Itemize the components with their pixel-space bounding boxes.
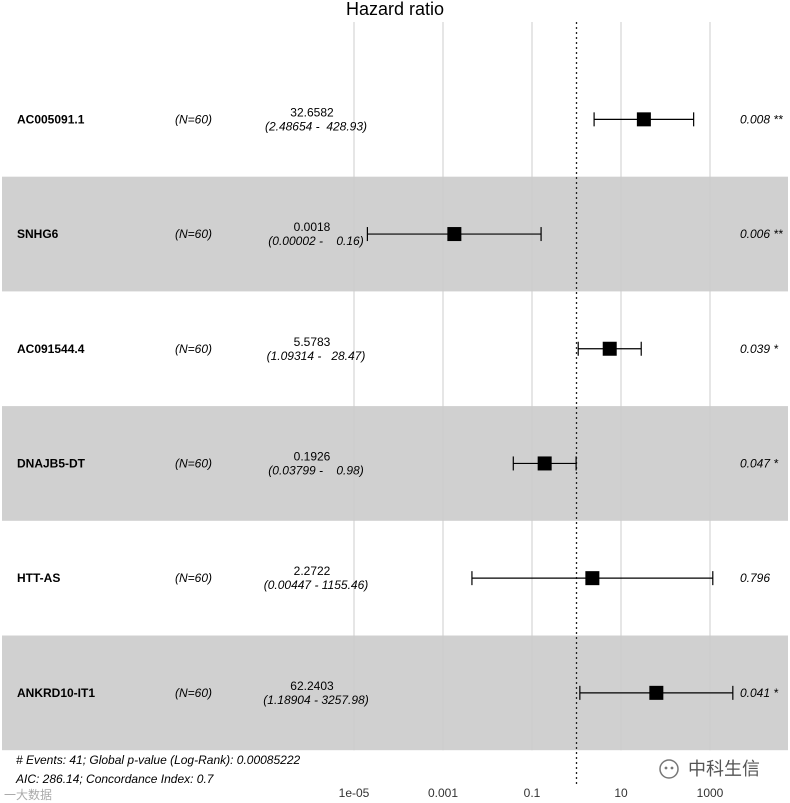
variable-label: DNAJB5-DT: [17, 456, 86, 470]
p-value-label: 0.041 *: [740, 686, 778, 700]
row-htt-as: HTT-AS (N=60) 2.2722(0.00447 - 1155.46) 0.7…: [17, 564, 770, 592]
ci-label: (2.48654 - 428.93): [265, 119, 367, 133]
hr-label: 0.0018: [294, 220, 331, 234]
wechat-icon: [659, 759, 679, 779]
hr-label: 5.5783: [294, 335, 331, 349]
p-value-label: 0.008 **: [740, 112, 783, 126]
wechat-icon-dot: [664, 766, 668, 770]
ci-label: (0.03799 - 0.98): [268, 463, 363, 477]
p-value-label: 0.039 *: [740, 342, 778, 356]
grid-lines: [353, 22, 711, 751]
watermark-logo: 中科生信: [659, 759, 760, 779]
n-label: (N=60): [175, 112, 212, 126]
variable-label: ANKRD10-IT1: [17, 686, 95, 700]
hr-label: 2.2722: [294, 564, 331, 578]
x-tick-label: 0.1: [524, 786, 541, 800]
ci-label: (1.09314 - 28.47): [267, 349, 366, 363]
ci-label: (0.00447 - 1155.46): [264, 578, 369, 592]
footer-line-1: # Events: 41; Global p-value (Log-Rank):…: [16, 753, 301, 767]
row-ac091544-4: AC091544.4 (N=60) 5.5783(1.09314 - 28.47) 0…: [17, 335, 778, 363]
watermark-left: 一大数据: [4, 787, 52, 802]
p-value-label: 0.796: [740, 571, 770, 585]
row-bands: [2, 176, 788, 751]
wechat-icon-dot: [670, 766, 674, 770]
hr-point: [537, 456, 552, 471]
ci-label: (0.00002 - 0.16): [268, 234, 363, 248]
footer-line-2: AIC: 286.14; Concordance Index: 0.7: [15, 772, 215, 786]
hr-point: [602, 341, 617, 356]
x-tick-label: 10: [614, 786, 628, 800]
chart-title: Hazard ratio: [346, 0, 444, 19]
hr-label: 32.6582: [290, 105, 334, 119]
p-value-label: 0.047 *: [740, 456, 778, 470]
hr-point: [636, 112, 651, 127]
x-tick-label: 1000: [697, 786, 724, 800]
n-label: (N=60): [175, 227, 212, 241]
hr-point: [447, 227, 462, 242]
variable-label: SNHG6: [17, 227, 59, 241]
row-band: [2, 406, 788, 521]
row-dnajb5-dt: DNAJB5-DT (N=60) 0.1926(0.03799 - 0.98) 0.0…: [17, 449, 778, 477]
rows: AC005091.1 (N=60) 32.6582(2.48654 - 428.93…: [17, 105, 783, 707]
hr-point: [649, 685, 664, 700]
watermark-brand: 中科生信: [688, 759, 760, 779]
x-tick-label: 1e-05: [339, 786, 370, 800]
x-axis-ticks: 1e-05 0.001 0.1 10 1000: [339, 786, 724, 800]
variable-label: HTT-AS: [17, 571, 60, 585]
row-ac005091-1: AC005091.1 (N=60) 32.6582(2.48654 - 428.93…: [17, 105, 783, 133]
ci-label: (1.18904 - 3257.98): [263, 693, 368, 707]
hr-label: 0.1926: [294, 449, 331, 463]
n-label: (N=60): [175, 571, 212, 585]
variable-label: AC091544.4: [17, 342, 85, 356]
n-label: (N=60): [175, 686, 212, 700]
p-value-label: 0.006 **: [740, 227, 783, 241]
row-ankrd10-it1: ANKRD10-IT1 (N=60) 62.2403(1.18904 - 3257.…: [17, 679, 778, 707]
variable-label: AC005091.1: [17, 112, 85, 126]
x-tick-label: 0.001: [428, 786, 458, 800]
row-snhg6: SNHG6 (N=60) 0.0018(0.00002 - 0.16) 0.006 *…: [17, 220, 783, 248]
hr-label: 62.2403: [290, 679, 334, 693]
hr-point: [585, 571, 600, 586]
n-label: (N=60): [175, 342, 212, 356]
n-label: (N=60): [175, 456, 212, 470]
